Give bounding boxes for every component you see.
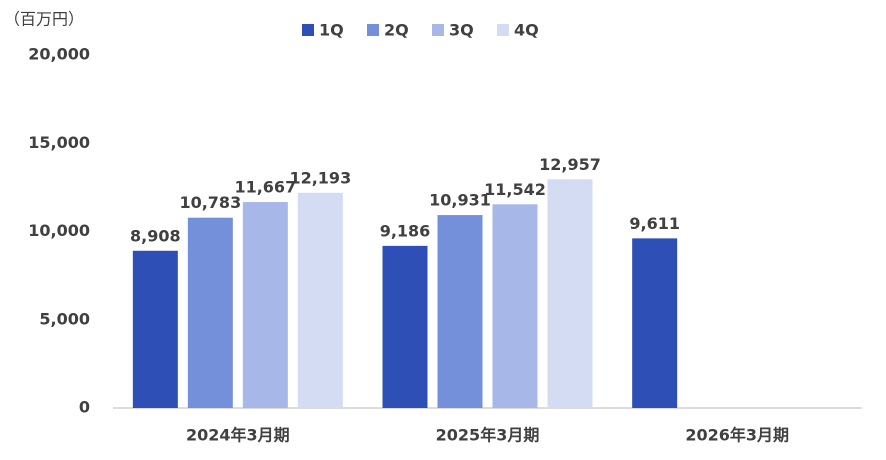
value-label: 12,193 (289, 168, 351, 187)
legend-label: 1Q (319, 21, 344, 40)
bar (437, 215, 483, 408)
legend-swatch (432, 24, 444, 36)
value-label: 10,931 (429, 191, 491, 210)
x-tick-label: 2025年3月期 (436, 426, 540, 445)
value-label: 8,908 (130, 226, 181, 245)
bar (632, 238, 678, 408)
legend-swatch (497, 24, 509, 36)
bar (492, 204, 538, 408)
y-axis-label: （百万円） (4, 10, 84, 29)
bar (297, 192, 343, 408)
legend-label: 2Q (384, 21, 409, 40)
y-tick-label: 20,000 (28, 45, 90, 64)
value-label: 10,783 (179, 193, 241, 212)
y-tick-label: 0 (79, 398, 90, 417)
value-label: 11,667 (234, 178, 296, 197)
y-tick-label: 10,000 (28, 221, 90, 240)
legend-swatch (367, 24, 379, 36)
bar (242, 202, 288, 408)
legend-label: 4Q (514, 21, 539, 40)
legend-swatch (302, 24, 314, 36)
bar (132, 250, 178, 408)
y-tick-label: 5,000 (39, 309, 90, 328)
bar (547, 179, 593, 408)
y-tick-label: 15,000 (28, 133, 90, 152)
x-tick-label: 2026年3月期 (685, 426, 789, 445)
value-label: 9,611 (629, 214, 680, 233)
legend-label: 3Q (449, 21, 474, 40)
value-label: 9,186 (380, 221, 431, 240)
bar (382, 245, 428, 408)
x-tick-label: 2024年3月期 (186, 426, 290, 445)
value-label: 11,542 (484, 180, 546, 199)
bar (187, 217, 233, 408)
value-label: 12,957 (539, 155, 601, 174)
